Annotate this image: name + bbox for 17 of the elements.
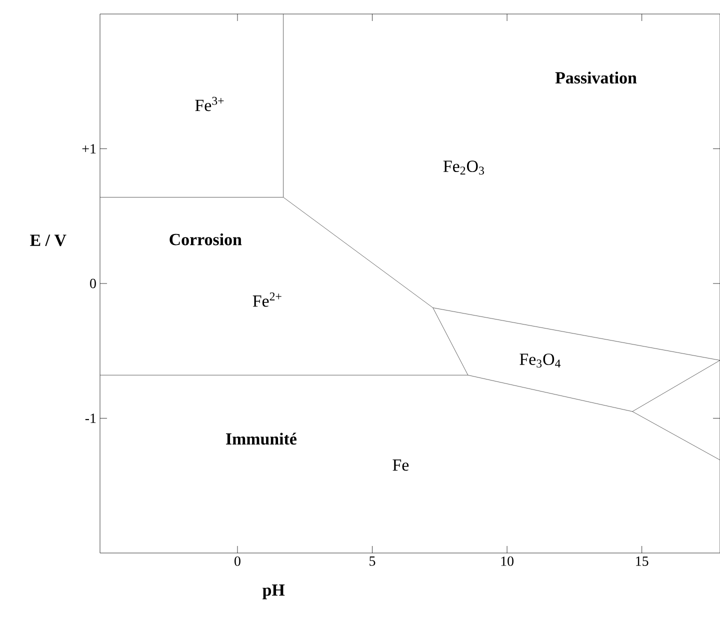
annotation: Fe$_{2}$O$_{3}$ xyxy=(443,160,484,175)
y-axis-title: E / V xyxy=(30,234,66,246)
x-tick-label: 0 xyxy=(234,556,240,566)
x-tick-label: 5 xyxy=(370,556,376,566)
annotation: Fe$^{2+}$ xyxy=(252,292,282,307)
annotation: Fe$_{3}$O$_{4}$ xyxy=(520,354,561,368)
annotation: Fe$^{3+}$ xyxy=(195,96,224,112)
x-axis-title: pH xyxy=(262,584,285,600)
annotation: Fe xyxy=(392,460,409,471)
y-tick-label: 0 xyxy=(90,278,96,288)
annotation: Passivation xyxy=(555,72,637,84)
annotation: Immunité xyxy=(226,432,297,445)
y-tick-label: -1 xyxy=(85,414,96,423)
x-tick-label: 10 xyxy=(501,556,514,566)
y-tick-label: +1 xyxy=(82,144,96,154)
x-tick-label: 15 xyxy=(636,556,648,566)
annotation: Corrosion xyxy=(170,233,242,246)
